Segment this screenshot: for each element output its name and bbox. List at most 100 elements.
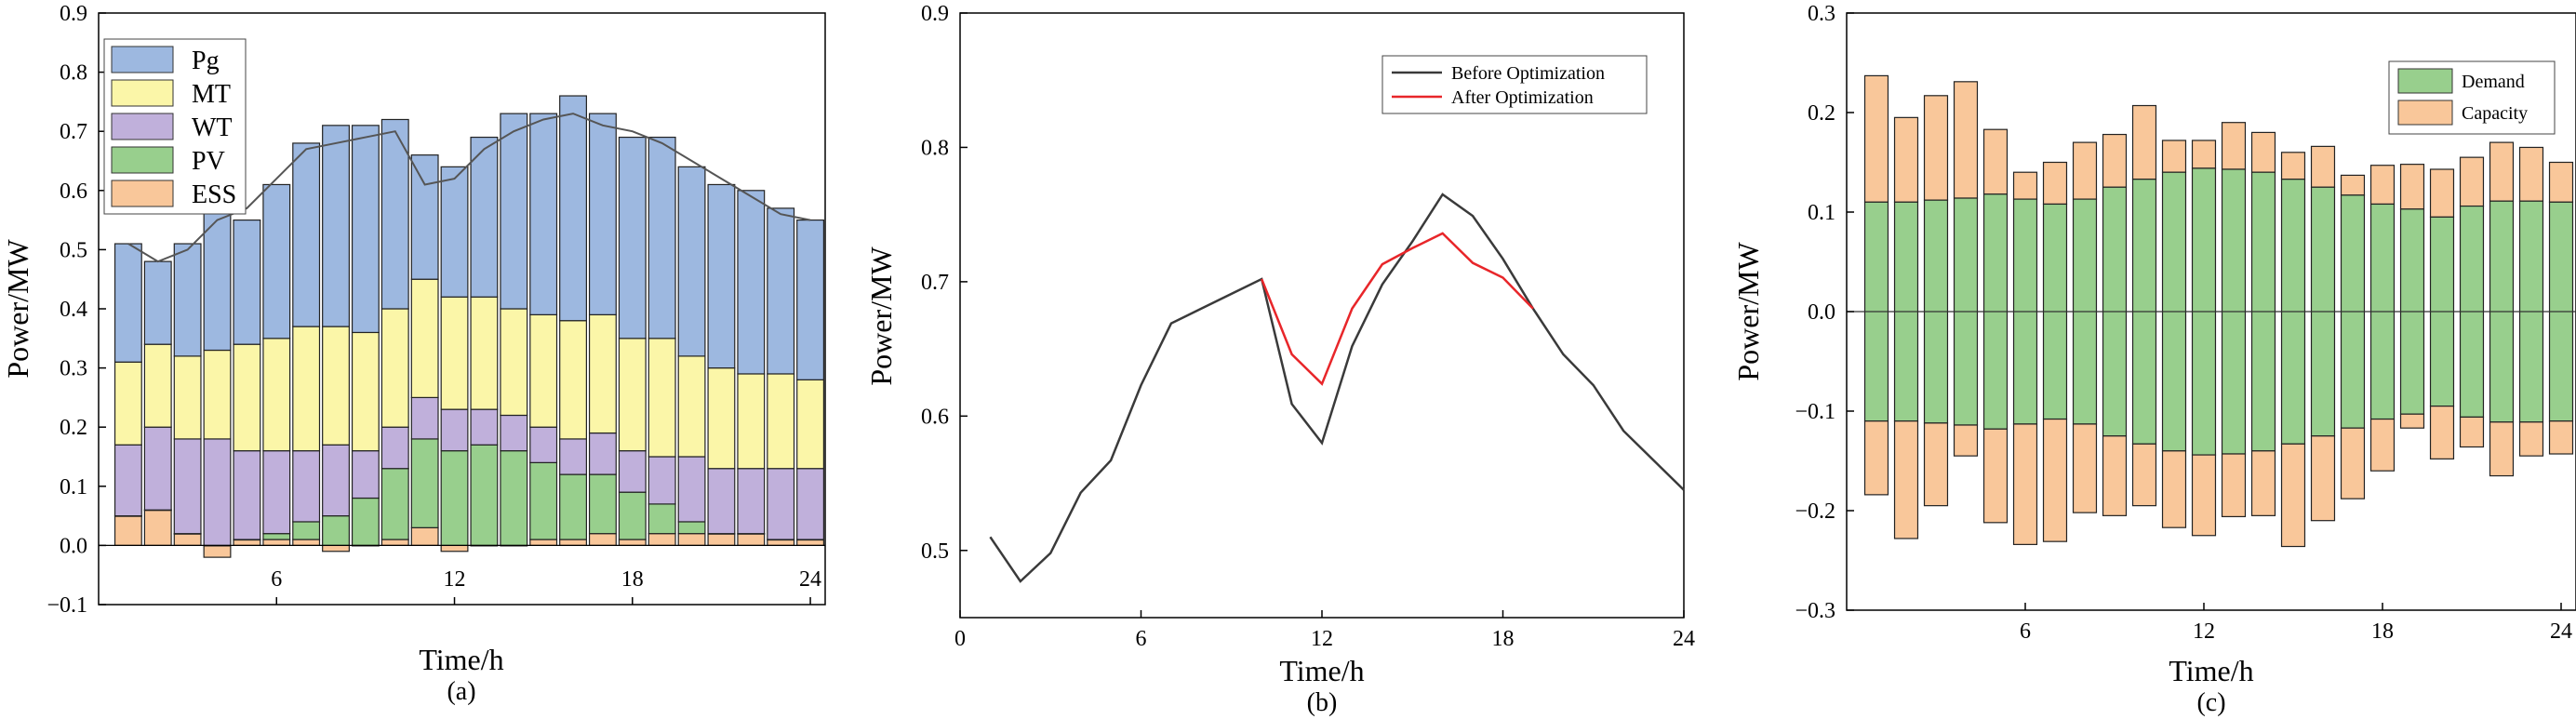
bar-pg-3 <box>173 243 202 357</box>
bar-mt-22 <box>737 373 766 470</box>
ytick-label: −0.1 <box>1795 400 1835 424</box>
bar-mt-15 <box>529 313 558 428</box>
bar-pg-13 <box>470 136 499 298</box>
bar-pg-21 <box>707 183 736 369</box>
bar-wt-14 <box>500 414 528 452</box>
bar-capacity-lower-5 <box>1982 428 2009 524</box>
bar-pg-19 <box>647 136 676 340</box>
bar-wt-21 <box>707 468 736 535</box>
bar-capacity-lower-23 <box>2518 421 2544 457</box>
ytick-label: 0.6 <box>60 180 87 204</box>
panel-c-caption: (c) <box>2196 688 2225 717</box>
bar-capacity-lower-15 <box>2280 443 2306 548</box>
xtick-label: 0 <box>954 627 966 651</box>
ytick-label: 0.0 <box>60 534 87 558</box>
bar-pg-23 <box>767 207 795 375</box>
bar-capacity-lower-7 <box>2042 418 2068 542</box>
ytick-label: 0.0 <box>1808 300 1835 325</box>
panel-a-xlabel: Time/h <box>419 643 503 676</box>
panel-c-xlabel: Time/h <box>2169 654 2253 687</box>
bar-wt-20 <box>677 456 706 523</box>
xtick-label: 24 <box>799 567 821 592</box>
ytick-label: 0.5 <box>60 238 87 262</box>
bar-ess-21 <box>707 533 736 546</box>
bar-capacity-upper-7 <box>2042 161 2068 206</box>
bar-ess-4 <box>203 544 232 558</box>
bar-ess-20 <box>677 533 706 546</box>
xtick-label: 18 <box>1492 627 1515 651</box>
xtick-label: 6 <box>2020 619 2031 644</box>
xtick-label: 6 <box>271 567 282 592</box>
bar-capacity-lower-6 <box>2012 423 2038 545</box>
bar-ess-17 <box>588 533 617 546</box>
ytick-label: 0.3 <box>60 357 87 381</box>
bar-mt-21 <box>707 367 736 470</box>
bar-capacity-upper-1 <box>1863 74 1889 203</box>
bar-pg-9 <box>351 125 380 334</box>
panel-b-lines <box>989 193 1685 583</box>
bar-pv-12 <box>440 450 469 547</box>
bar-capacity-upper-2 <box>1893 116 1919 203</box>
ytick-label: 0.7 <box>921 271 949 295</box>
bar-pv-7 <box>292 521 321 540</box>
bar-pv-6 <box>262 533 291 540</box>
panel-b: 0.5 0.6 0.7 0.8 0.9 0 6 12 18 24 Before Optimizat… <box>864 2 1695 717</box>
bar-pg-15 <box>529 113 558 315</box>
xtick-label: 12 <box>444 567 466 592</box>
xtick-label: 12 <box>2193 619 2215 644</box>
bar-mt-14 <box>500 308 528 417</box>
ytick-label: 0.3 <box>1808 2 1835 26</box>
bar-pv-19 <box>647 503 676 535</box>
ytick-label: −0.1 <box>47 593 87 618</box>
bar-wt-19 <box>647 456 676 505</box>
bar-wt-10 <box>380 426 409 470</box>
bar-mt-3 <box>173 355 202 440</box>
panel-a-axes: −0.1 0.0 0.1 0.2 0.3 0.4 0.5 0.6 0.7 0.8 0.9 6 12 18 2… <box>47 2 825 618</box>
legend-box <box>1381 55 1648 114</box>
bar-wt-23 <box>767 468 795 540</box>
legend-label-wt: WT <box>192 113 233 142</box>
bar-capacity-lower-21 <box>2459 416 2485 448</box>
bar-pg-14 <box>500 113 528 310</box>
bar-pg-16 <box>559 95 587 322</box>
bar-ess-2 <box>143 509 172 546</box>
legend-label-demand: Demand <box>2462 72 2525 92</box>
bar-capacity-upper-3 <box>1923 95 1949 201</box>
bar-capacity-upper-11 <box>2161 140 2187 173</box>
bar-wt-12 <box>440 408 469 452</box>
bar-pv-18 <box>618 491 647 540</box>
bar-wt-13 <box>470 408 499 446</box>
legend-swatch-pg <box>111 46 174 73</box>
bar-capacity-lower-24 <box>2548 420 2574 455</box>
bar-mt-24 <box>796 379 825 470</box>
bar-capacity-lower-9 <box>2102 435 2128 516</box>
bar-ess-7 <box>292 539 321 546</box>
bar-pg-6 <box>262 183 291 340</box>
bar-capacity-upper-13 <box>2221 122 2247 170</box>
legend-label-pv: PV <box>192 147 225 176</box>
bar-pg-20 <box>677 166 706 357</box>
bar-capacity-lower-2 <box>1893 420 1919 539</box>
bar-pv-10 <box>380 468 409 540</box>
bar-mt-1 <box>113 361 142 446</box>
bar-ess-22 <box>737 533 766 546</box>
legend-label-mt: MT <box>192 80 231 109</box>
bar-ess-1 <box>113 514 142 546</box>
bar-pg-12 <box>440 166 469 298</box>
bar-mt-6 <box>262 338 291 452</box>
panel-a-legend: Pg MT WT PV ESS <box>103 38 247 215</box>
ytick-label: 0.4 <box>60 298 87 322</box>
xtick-label: 24 <box>2550 619 2572 644</box>
ytick-label: 0.8 <box>60 61 87 86</box>
bar-pv-9 <box>351 497 380 547</box>
bar-wt-5 <box>233 450 261 540</box>
ytick-label: 0.6 <box>921 405 949 429</box>
bar-pv-8 <box>322 514 350 546</box>
bar-capacity-upper-15 <box>2280 152 2306 180</box>
ytick-label: 0.1 <box>1808 201 1835 225</box>
bar-capacity-upper-5 <box>1982 128 2009 195</box>
panel-b-xlabel: Time/h <box>1279 654 1364 687</box>
bar-pg-24 <box>796 220 825 380</box>
ytick-label: 0.9 <box>60 2 87 26</box>
bar-capacity-upper-12 <box>2191 140 2217 169</box>
